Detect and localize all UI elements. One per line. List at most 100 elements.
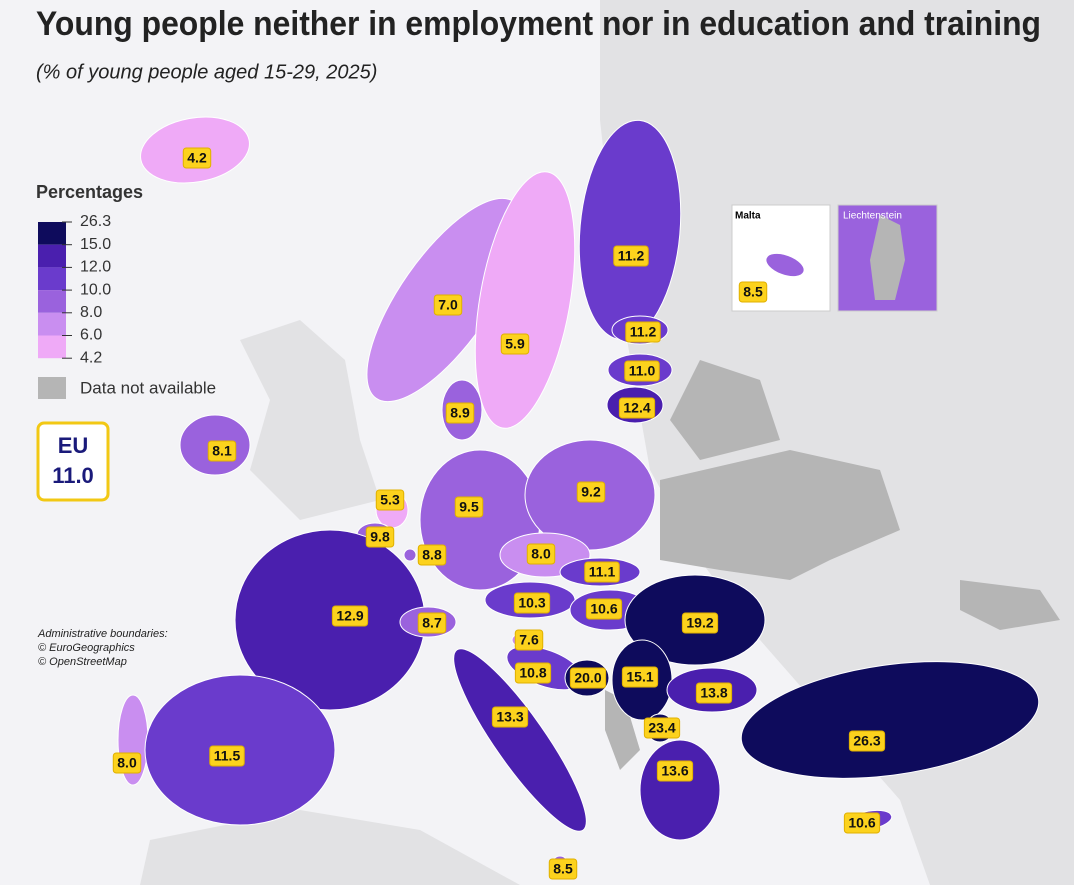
label-box	[331, 605, 369, 627]
legend-title: Percentages	[36, 182, 143, 202]
label-box	[375, 489, 405, 511]
value-label: 9.8	[370, 529, 390, 545]
legend-label: 15.0	[80, 236, 111, 253]
label-box	[417, 612, 447, 634]
label-box	[417, 544, 447, 566]
value-label: 8.5	[743, 284, 763, 300]
value-label: 8.9	[450, 405, 470, 421]
value-label: 11.0	[629, 363, 656, 379]
value-label: 11.2	[618, 248, 645, 264]
label-box	[526, 543, 556, 565]
value-label: 8.1	[212, 443, 232, 459]
eu-label: EU	[58, 433, 89, 458]
legend-swatch	[38, 290, 66, 313]
value-label: 15.1	[626, 669, 653, 685]
label-box	[843, 812, 881, 834]
value-label: 13.3	[496, 709, 523, 725]
value-label: 8.8	[422, 547, 442, 563]
label-box	[625, 321, 661, 343]
subtitle: (% of young people aged 15-29, 2025)	[36, 61, 377, 83]
inset-title: Liechtenstein	[843, 211, 902, 222]
label-box	[576, 481, 606, 503]
value-label: 9.5	[459, 499, 479, 515]
country	[639, 739, 721, 841]
value-label: 9.2	[581, 484, 601, 500]
value-label: 20.0	[574, 670, 601, 686]
label-box	[491, 706, 529, 728]
eu-box	[36, 421, 110, 502]
value-label: 7.0	[438, 297, 458, 313]
na-swatch	[38, 377, 66, 399]
value-label: 10.6	[590, 601, 617, 617]
label-box	[624, 360, 660, 382]
value-label: 8.0	[117, 755, 137, 771]
value-label: 23.4	[648, 720, 675, 736]
legend: 26.3 15.0 12.0 10.0 8.0 6.0 4.2	[38, 213, 111, 366]
legend-swatch	[38, 222, 66, 245]
value-label: 26.3	[853, 733, 880, 749]
value-label: 10.8	[519, 665, 546, 681]
value-label: 10.6	[848, 815, 875, 831]
label-box	[584, 561, 620, 583]
label-box	[182, 147, 212, 169]
label-box	[500, 333, 530, 355]
country	[474, 171, 576, 429]
label-box	[209, 745, 245, 767]
value-label: 12.9	[336, 608, 363, 624]
value-label: 5.9	[505, 336, 525, 352]
credit: Administrative boundaries:	[37, 628, 168, 640]
label-box	[643, 717, 681, 739]
label-box	[207, 440, 237, 462]
label-box	[514, 662, 552, 684]
country	[740, 661, 1040, 779]
label-box	[112, 752, 142, 774]
na-label: Data not available	[80, 378, 216, 397]
country	[453, 648, 587, 832]
value-label: 11.2	[630, 324, 657, 340]
label-box	[445, 402, 475, 424]
value-label: 12.4	[623, 400, 650, 416]
label-box	[681, 612, 719, 634]
legend-label: 8.0	[80, 304, 102, 321]
value-label: 13.8	[700, 685, 727, 701]
label-box	[585, 598, 623, 620]
value-label: 19.2	[686, 615, 713, 631]
label-box	[548, 858, 578, 880]
label-box	[513, 592, 551, 614]
credit: © EuroGeographics	[38, 642, 135, 654]
regions: 4.2 7.0 5.9 11.2 11.2 11.0 12.4 8.9 8.1 5.3 9.5 9.2…	[112, 116, 1040, 880]
eu-value: 11.0	[52, 463, 94, 488]
label-box	[433, 294, 463, 316]
legend-swatch	[38, 335, 66, 359]
inset-neighbour	[870, 215, 905, 300]
inset-title: Malta	[735, 211, 761, 222]
label-box	[618, 397, 656, 419]
value-label: 13.6	[661, 763, 688, 779]
value-label: 8.5	[553, 861, 573, 877]
country	[403, 548, 417, 562]
legend-label: 4.2	[80, 349, 102, 366]
legend-label: 10.0	[80, 281, 111, 298]
country	[765, 252, 805, 278]
label-box	[656, 760, 694, 782]
label-box	[621, 666, 659, 688]
label-box	[613, 245, 649, 267]
no-data-areas	[605, 360, 1060, 770]
label-box	[848, 730, 886, 752]
legend-swatch	[38, 267, 66, 291]
legend-swatch	[38, 312, 66, 336]
label-box	[454, 496, 484, 518]
legend-swatch	[38, 244, 66, 268]
label-box	[514, 629, 544, 651]
value-label: 10.3	[518, 595, 545, 611]
value-label: 11.1	[589, 564, 616, 580]
value-label: 7.6	[519, 632, 539, 648]
legend-label: 12.0	[80, 259, 111, 276]
legend-label: 6.0	[80, 327, 102, 344]
label-box	[569, 667, 607, 689]
credit: © OpenStreetMap	[38, 656, 127, 668]
value-label: 8.7	[422, 615, 442, 631]
title: Young people neither in employment nor i…	[36, 5, 1041, 43]
label-box	[365, 526, 395, 548]
